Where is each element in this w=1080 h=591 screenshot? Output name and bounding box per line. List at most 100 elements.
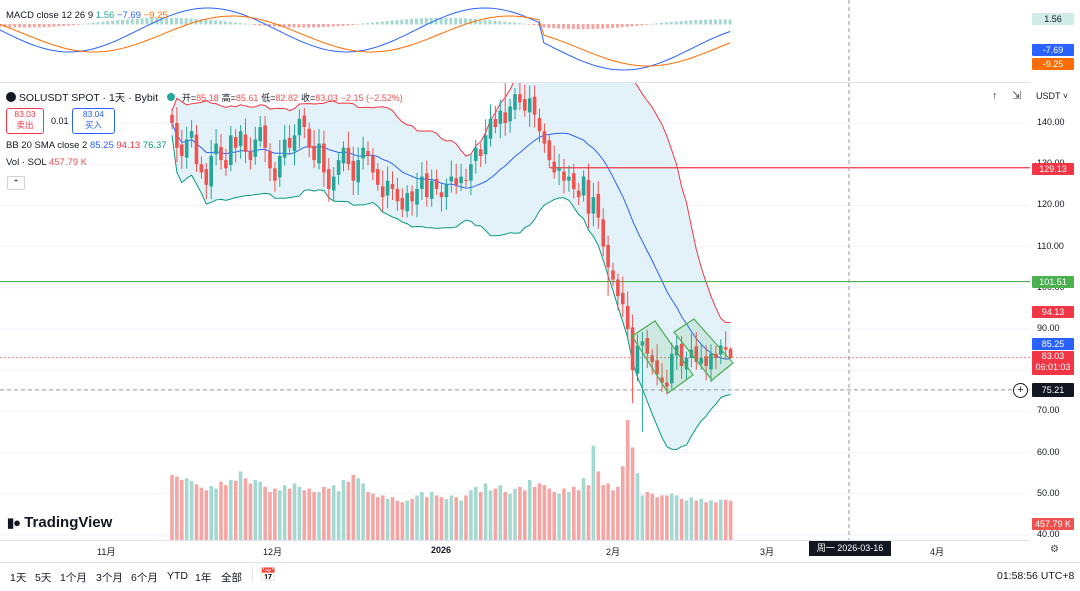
- candle-body: [498, 110, 503, 124]
- arrow-up-icon[interactable]: ↑: [992, 90, 998, 102]
- solana-logo-icon: [6, 92, 16, 102]
- ohlc-high: 85.61: [235, 93, 259, 103]
- volume-bar: [439, 497, 444, 540]
- volume-bar: [385, 498, 390, 540]
- candle-body: [532, 96, 537, 115]
- macd-histogram-bar: [47, 24, 51, 27]
- range-6m[interactable]: 6个月: [131, 572, 158, 584]
- macd-histogram-bar: [287, 24, 291, 28]
- clock-timezone[interactable]: 01:58:56 UTC+8: [997, 570, 1075, 582]
- volume-bar: [488, 490, 493, 540]
- macd-histogram-bar: [302, 24, 306, 28]
- volume-bar: [400, 502, 405, 540]
- volume-bar: [346, 481, 351, 540]
- macd-title: MACD close 12 26 9: [6, 10, 94, 21]
- channel-drawing-2: [673, 318, 734, 381]
- macd-histogram-bar: [214, 20, 218, 25]
- volume-bar: [361, 483, 365, 540]
- macd-histogram-bar: [248, 23, 252, 25]
- macd-histogram-bar: [23, 24, 26, 28]
- ohlc-close: 83.03: [315, 93, 338, 103]
- y-tick-label: 40.00: [1037, 529, 1060, 539]
- range-all[interactable]: 全部: [221, 572, 242, 584]
- macd-histogram-bar: [429, 17, 433, 25]
- volume-bar: [405, 500, 409, 540]
- collapse-legend-button[interactable]: ⌃: [7, 176, 25, 190]
- macd-histogram-bar: [699, 19, 703, 25]
- macd-histogram-bar: [498, 21, 502, 25]
- candle-body: [684, 357, 689, 370]
- candle-body: [518, 94, 522, 103]
- range-1d[interactable]: 1天: [10, 572, 27, 584]
- price-pane[interactable]: [0, 83, 1030, 540]
- volume-bar: [258, 481, 262, 540]
- candle-body: [552, 161, 556, 173]
- candle-body: [180, 144, 184, 156]
- macd-histogram-bar: [566, 24, 570, 29]
- macd-histogram-bar: [390, 20, 394, 25]
- fullscreen-icon[interactable]: ⇲: [1012, 90, 1022, 102]
- volume-bar: [532, 486, 537, 540]
- candle-body: [361, 147, 365, 159]
- volume-bar: [204, 490, 209, 540]
- volume-bar: [317, 492, 321, 540]
- volume-bar: [307, 488, 311, 540]
- buy-button[interactable]: 83.04 买入: [72, 108, 115, 134]
- macd-histogram-bar: [576, 24, 580, 30]
- candle-body: [292, 135, 297, 152]
- macd-histogram-bar: [272, 24, 276, 27]
- range-1y[interactable]: 1年: [195, 572, 212, 584]
- add-alert-icon[interactable]: +: [1013, 383, 1028, 398]
- macd-hist-box: 1.56: [1032, 13, 1074, 25]
- macd-histogram-bar: [312, 24, 316, 28]
- volume-bar: [513, 488, 517, 540]
- volume-bar: [189, 480, 194, 540]
- macd-histogram-bar: [263, 24, 267, 26]
- macd-histogram-bar: [395, 20, 399, 25]
- range-1m[interactable]: 1个月: [60, 572, 87, 584]
- candle-body: [219, 146, 223, 161]
- chevron-down-icon: ˅: [1062, 91, 1069, 101]
- candle-body: [714, 353, 718, 358]
- candle-body: [425, 173, 429, 198]
- volume-bar: [170, 474, 174, 540]
- volume-bar: [425, 497, 429, 540]
- candle-body: [263, 125, 267, 148]
- tradingview-logo[interactable]: ▮● TradingView: [7, 514, 112, 531]
- macd-histogram-bar: [72, 24, 75, 26]
- volume-bar: [650, 493, 654, 540]
- bb-lower-value: 76.37: [142, 140, 167, 151]
- x-tick-dec: 12月: [263, 547, 283, 557]
- settings-icon[interactable]: ⚙: [1050, 544, 1059, 555]
- sell-button[interactable]: 83.03 卖出: [6, 108, 44, 134]
- range-ytd[interactable]: YTD: [167, 570, 188, 582]
- volume-bar: [420, 492, 424, 540]
- macd-histogram-bar: [424, 18, 428, 25]
- last-price-label: 83.03 06:01:03: [1032, 351, 1074, 375]
- candle-body: [312, 146, 316, 161]
- calendar-goto-icon[interactable]: 📅: [260, 567, 277, 582]
- symbol-title[interactable]: SOLUSDT SPOT · 1天 · Bybit: [18, 92, 158, 104]
- macd-histogram-bar: [199, 19, 203, 25]
- volume-bar: [336, 491, 341, 540]
- volume-bar: [219, 481, 223, 540]
- macd-pane: [0, 0, 850, 82]
- currency-select[interactable]: USDT ˅: [1036, 91, 1068, 101]
- candle-body: [557, 168, 561, 171]
- volume-bar: [645, 492, 650, 540]
- candle-body: [297, 118, 302, 136]
- candle-body: [537, 118, 542, 132]
- macd-histogram-bar: [3, 24, 7, 27]
- macd-histogram-bar: [42, 24, 46, 28]
- range-5d[interactable]: 5天: [35, 572, 52, 584]
- candle-body: [356, 160, 360, 183]
- macd-histogram-bar: [611, 24, 614, 29]
- range-3m[interactable]: 3个月: [96, 572, 123, 584]
- volume-bar: [719, 499, 723, 540]
- volume-bar: [699, 498, 703, 540]
- volume-bar: [625, 420, 630, 540]
- candle-body: [331, 176, 336, 191]
- candle-body: [380, 186, 385, 198]
- candle-body: [630, 327, 635, 371]
- volume-bar: [684, 500, 689, 540]
